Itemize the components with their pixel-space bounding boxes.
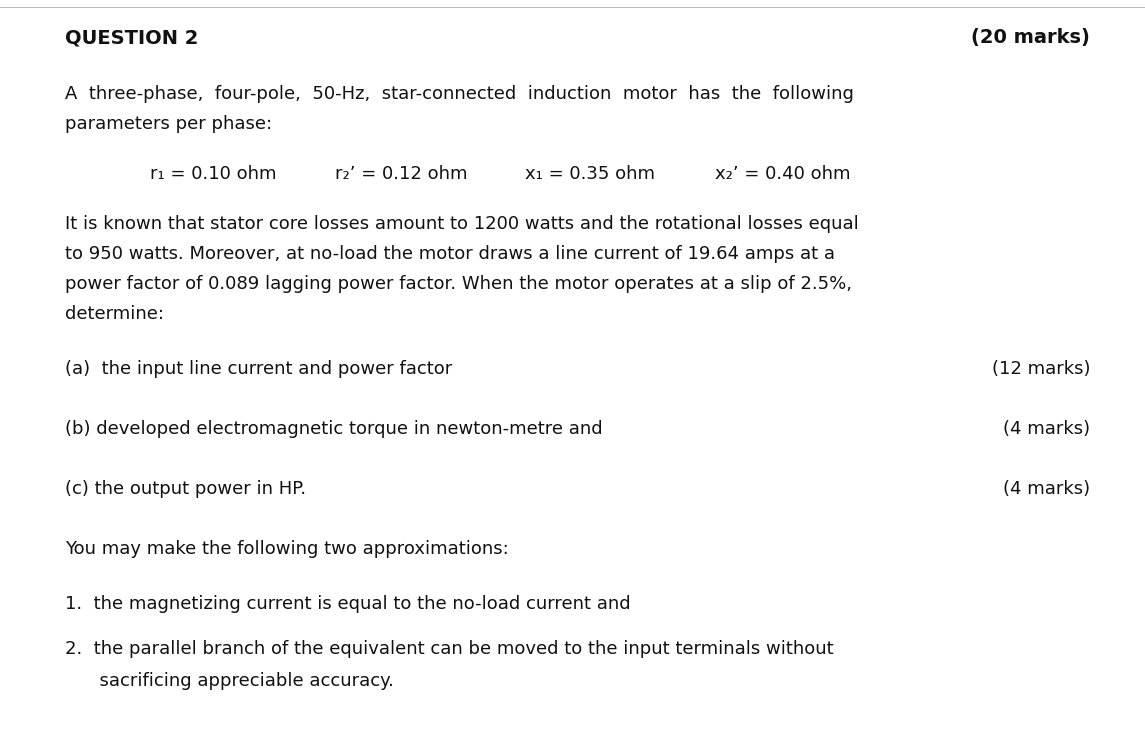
Text: You may make the following two approximations:: You may make the following two approxima… xyxy=(65,540,508,558)
Text: (4 marks): (4 marks) xyxy=(1003,420,1090,438)
Text: (c) the output power in HP.: (c) the output power in HP. xyxy=(65,480,306,498)
Text: 2.  the parallel branch of the equivalent can be moved to the input terminals wi: 2. the parallel branch of the equivalent… xyxy=(65,640,834,658)
Text: (4 marks): (4 marks) xyxy=(1003,480,1090,498)
Text: 1.  the magnetizing current is equal to the no-load current and: 1. the magnetizing current is equal to t… xyxy=(65,595,631,613)
Text: power factor of 0.089 lagging power factor. When the motor operates at a slip of: power factor of 0.089 lagging power fact… xyxy=(65,275,852,293)
Text: QUESTION 2: QUESTION 2 xyxy=(65,28,198,47)
Text: parameters per phase:: parameters per phase: xyxy=(65,115,273,133)
Text: r₁ = 0.10 ohm: r₁ = 0.10 ohm xyxy=(150,165,276,183)
Text: It is known that stator core losses amount to 1200 watts and the rotational loss: It is known that stator core losses amou… xyxy=(65,215,859,233)
Text: x₁ = 0.35 ohm: x₁ = 0.35 ohm xyxy=(526,165,655,183)
Text: (a)  the input line current and power factor: (a) the input line current and power fac… xyxy=(65,360,452,378)
Text: to 950 watts. Moreover, at no-load the motor draws a line current of 19.64 amps : to 950 watts. Moreover, at no-load the m… xyxy=(65,245,835,263)
Text: x₂ʼ = 0.40 ohm: x₂ʼ = 0.40 ohm xyxy=(714,165,851,183)
Text: sacrificing appreciable accuracy.: sacrificing appreciable accuracy. xyxy=(65,672,394,690)
Text: A  three-phase,  four-pole,  50-Hz,  star-connected  induction  motor  has  the : A three-phase, four-pole, 50-Hz, star-co… xyxy=(65,85,854,103)
Text: determine:: determine: xyxy=(65,305,164,323)
Text: (12 marks): (12 marks) xyxy=(992,360,1090,378)
Text: (20 marks): (20 marks) xyxy=(971,28,1090,47)
Text: (b) developed electromagnetic torque in newton-metre and: (b) developed electromagnetic torque in … xyxy=(65,420,602,438)
Text: r₂ʼ = 0.12 ohm: r₂ʼ = 0.12 ohm xyxy=(335,165,467,183)
